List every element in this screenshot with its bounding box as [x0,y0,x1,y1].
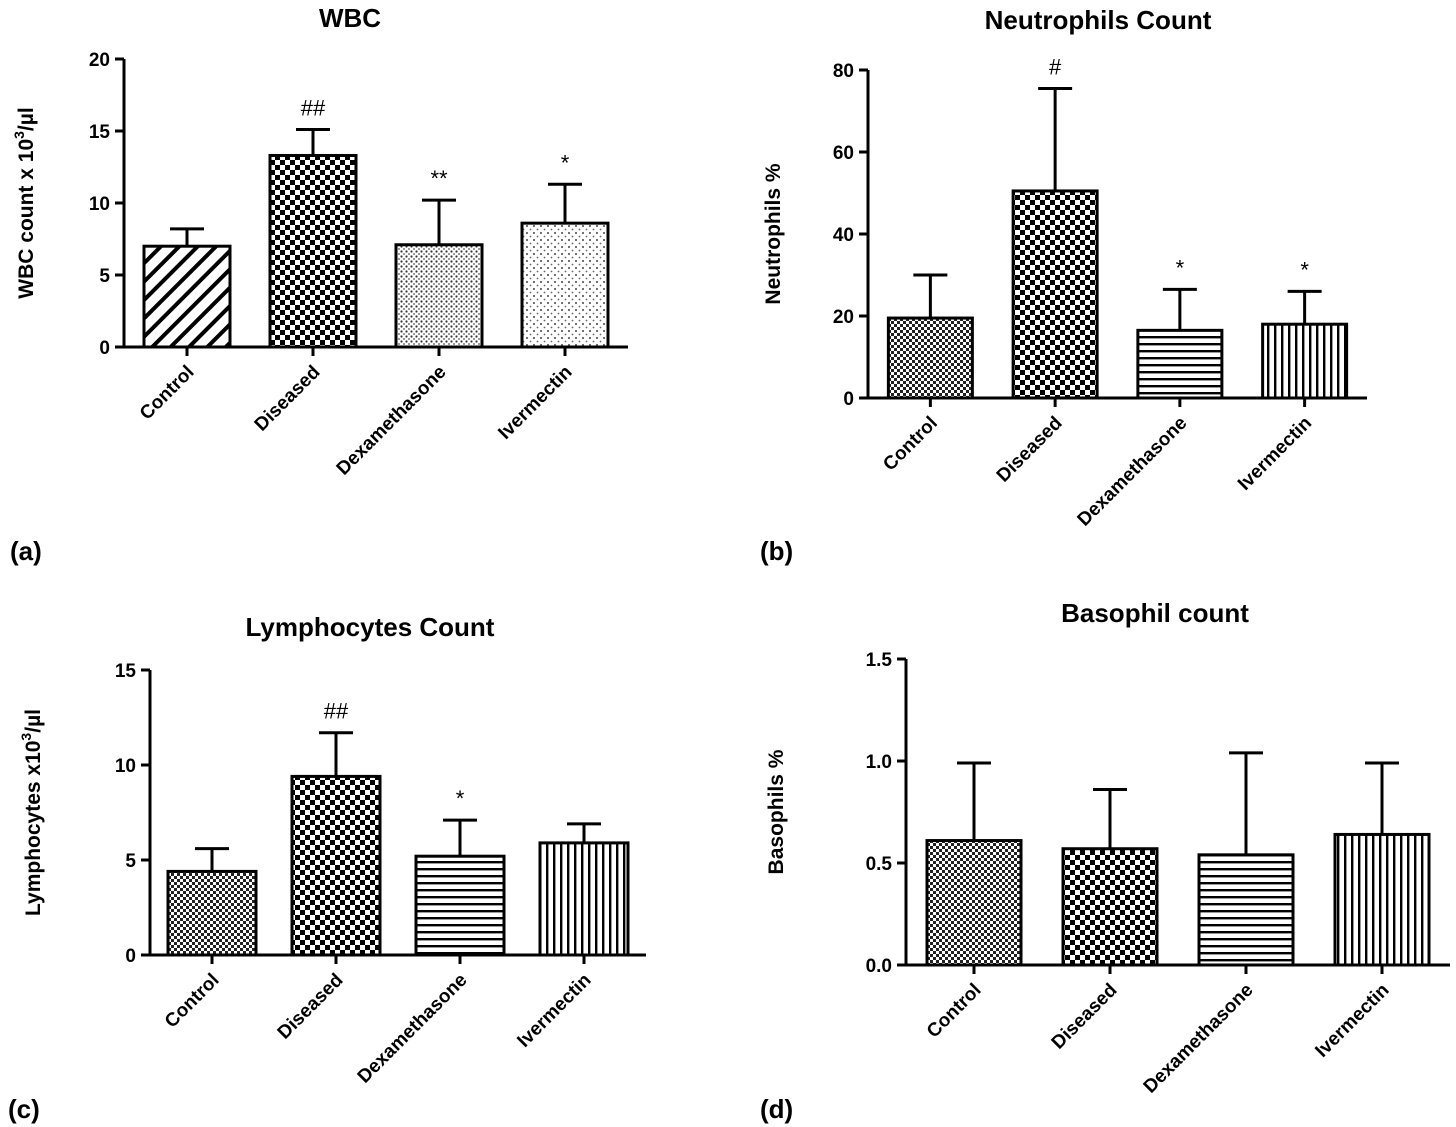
y-tick-label: 15 [89,122,111,143]
bar-diseased [268,153,358,349]
y-tick-label: 0 [99,338,110,359]
chart-panel-3: Lymphocytes Count Lymphocytes x103/µl 0 5 10… [8,612,646,1124]
category-label: Dexamethasone [333,362,451,480]
bar-diseased [1061,847,1159,967]
category-label: Control [161,970,224,1033]
y-tick-label: 10 [115,756,136,777]
category-label: Dexamethasone [1074,413,1192,531]
category-label: Control [879,413,942,476]
category-label: Diseased [251,362,325,436]
bar-dexamethasone [394,243,484,349]
chart-panel-1: WBC WBC count x 103/µl 0 5 10 15 20 Control ## Di… [10,3,628,566]
y-axis-label-superscript: 3 [18,733,34,741]
bar-control [886,316,974,400]
chart-title: WBC [319,3,381,33]
significance-marker: * [456,786,465,811]
bar-control [166,869,258,957]
chart-title: Lymphocytes Count [246,612,495,642]
category-label: Control [136,362,199,425]
y-tick-label: 5 [99,266,110,287]
chart-title: Neutrophils Count [985,5,1212,35]
bar-control [142,244,232,349]
category-label: Diseased [274,970,348,1044]
panel-label: (a) [10,536,42,566]
y-tick-label: 1.5 [866,650,893,671]
y-axis-label-main: Basophils % [765,749,788,874]
category-label: Control [923,980,986,1043]
y-tick-label: 20 [89,50,110,71]
y-tick-label: 80 [833,61,854,82]
y-tick-label: 40 [833,225,854,246]
category-label: Dexamethasone [1140,980,1258,1098]
y-tick-label: 60 [833,143,854,164]
y-tick-label: 20 [833,307,854,328]
y-axis-label-main: Neutrophils % [762,163,785,305]
chart-title: Basophil count [1061,598,1249,628]
y-axis-label-unit: /µl [15,107,38,131]
panel-label: (b) [760,536,793,566]
bar-dexamethasone [414,854,506,957]
significance-marker: # [1049,54,1062,79]
y-tick-label: 0 [125,946,136,967]
y-axis-label-main: Lymphocytes x10 [22,741,45,916]
bar-diseased [290,774,382,957]
y-tick-label: 0.5 [866,854,893,875]
y-axis-label: Basophils % [765,749,788,874]
y-tick-label: 0.0 [866,956,892,977]
y-axis-label-superscript: 3 [11,131,27,139]
y-tick-label: 0 [843,389,854,410]
y-tick-label: 1.0 [866,752,892,773]
category-label: Diseased [993,413,1067,487]
bar-diseased [1011,189,1099,400]
bar-ivermectin [1261,322,1349,400]
panel-label: (d) [760,1094,793,1124]
significance-marker: * [1176,255,1185,280]
significance-marker: * [561,150,570,175]
y-axis-label-unit: /µl [22,709,45,733]
category-label: Ivermectin [494,362,576,444]
bar-dexamethasone [1197,853,1295,967]
bar-dexamethasone [1136,328,1224,400]
y-axis-label: WBC count x 103/µl [11,107,38,298]
significance-marker: ** [430,166,448,191]
bar-control [925,839,1023,967]
significance-marker: ## [324,699,349,724]
y-tick-label: 15 [115,661,137,682]
significance-marker: ## [301,96,326,121]
y-tick-label: 10 [89,194,110,215]
chart-panel-4: Basophil count Basophils % 0.0 0.5 1.0 1.5 Con… [760,598,1450,1124]
bar-ivermectin [520,221,610,349]
y-axis-label: Lymphocytes x103/µl [18,709,45,916]
category-label: Ivermectin [1234,413,1316,495]
panel-label: (c) [8,1094,40,1124]
bar-ivermectin [1333,832,1431,967]
chart-panel-2: Neutrophils Count Neutrophils % 0 20 40 60 80 C… [760,5,1367,566]
category-label: Diseased [1048,980,1122,1054]
significance-marker: * [1300,257,1309,282]
category-label: Ivermectin [1311,980,1393,1062]
category-label: Dexamethasone [354,970,472,1088]
y-axis-label-main: WBC count x 10 [15,139,38,299]
bar-ivermectin [538,841,630,957]
y-axis-label: Neutrophils % [762,163,785,305]
y-tick-label: 5 [125,851,136,872]
category-label: Ivermectin [513,970,595,1052]
